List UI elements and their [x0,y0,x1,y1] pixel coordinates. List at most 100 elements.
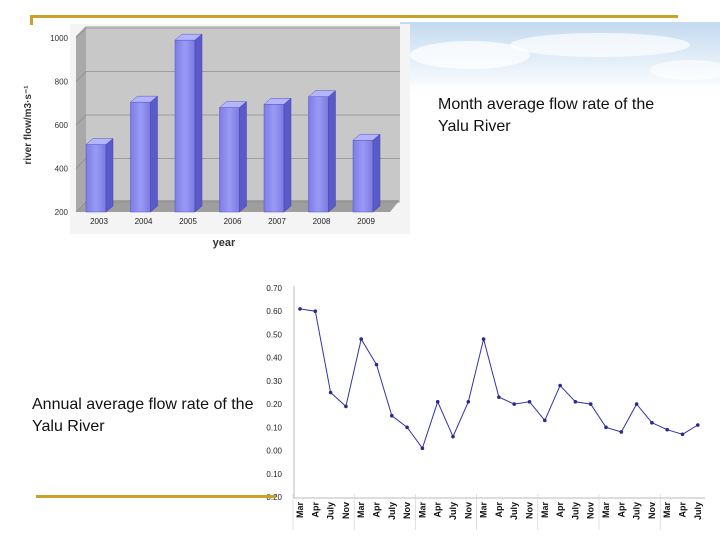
line-xtick-label: Apr [433,502,443,518]
line-point [604,425,608,430]
line-xtick-label: Mar [479,502,489,519]
bar-side [194,33,203,213]
line-xtick-label: July [387,502,397,520]
line-point [512,402,516,406]
caption-month-average: Month average flow rate of the Yalu Rive… [438,96,655,135]
line-xtick-label: Apr [678,502,688,518]
line-point [680,432,685,437]
line-xtick-label: Apr [494,502,504,518]
line-point [466,399,471,404]
bar-chart-sidewall [76,26,86,212]
bar-front [130,101,151,213]
bar-front [352,139,374,213]
line-point [558,383,562,388]
bar-side [372,133,381,213]
line-point [435,399,440,404]
line-point [298,307,302,311]
line-ytick-label: 0.10 [266,423,282,432]
line-point [481,337,486,341]
bar [218,101,248,213]
line-series [299,308,699,450]
line-xtick-label: Mar [540,502,550,519]
line-xtick-label: Mar [295,502,305,519]
line-point [527,399,532,404]
accent-line-bottom [36,495,276,498]
line-ytick-label: 0.10 [266,470,282,479]
line-xtick-label: July [693,502,703,520]
line-xtick-label: Nov [525,502,535,519]
bar-xtick-label: 2005 [179,217,197,226]
line-xtick-label: Nov [341,502,351,519]
bar-ytick-label: 800 [55,78,69,87]
bar [85,138,114,213]
line-xtick-label: Mar [417,502,427,519]
bar-gridline [75,114,400,126]
bar [352,133,381,213]
line-point [313,309,318,314]
bar-xtick-label: 2003 [90,217,108,226]
line-point [497,395,501,399]
line-point [359,337,364,341]
line-point [390,413,394,418]
bar-front [219,107,240,213]
bar-front [85,144,107,213]
line-ytick-label: 0.50 [266,330,282,339]
bar-side [150,95,158,213]
line-xtick-label: July [326,502,336,520]
bar-front [263,104,285,213]
bar [307,90,337,213]
bar-side [105,138,114,213]
bar-gridline [75,27,400,39]
bar-side [328,90,336,213]
line-xtick-label: July [570,502,580,520]
bar-xtick-label: 2009 [357,217,375,226]
bar-gridline [75,71,400,82]
line-point [588,402,593,406]
line-point [696,423,700,427]
line-ytick-label: 0.20 [266,400,282,409]
line-chart: 0.700.600.500.400.300.200.100.000.100.20… [266,284,705,530]
bar-ytick-label: 200 [55,208,69,217]
bar-side [239,101,247,213]
bar [263,97,292,213]
line-ytick-label: 0.70 [266,284,282,293]
line-xtick-label: Apr [310,502,320,518]
line-xtick-label: July [509,502,519,520]
line-xtick-label: Apr [616,502,626,518]
line-point [328,390,333,395]
line-xtick-label: Apr [372,502,382,518]
bar-chart-xlabel: year [213,237,236,249]
line-xtick-label: Nov [463,502,473,519]
line-point [619,430,624,434]
line-xtick-label: Nov [402,502,412,519]
bar [174,33,203,213]
line-point [573,399,578,404]
line-xtick-label: Nov [647,502,657,519]
line-point [665,427,669,432]
line-ytick-label: 0.00 [266,447,282,456]
bar-xtick-label: 2006 [224,217,242,226]
bar-front [174,39,196,213]
line-point [405,425,409,430]
bar-xtick-label: 2007 [268,217,286,226]
bar-xtick-label: 2004 [135,217,153,226]
bar-chart: 200 400 600 800 1000 2003 2004 2005 2006 2007 200… [23,24,410,249]
caption-annual-average: Annual average flow rate of the Yalu Riv… [32,396,254,435]
line-point [374,362,379,367]
bar-chart-ylabel: river flow/m3·s⁻¹ [23,85,34,165]
bar [129,95,159,213]
line-xtick-label: Mar [356,502,366,519]
line-point [650,420,654,425]
accent-line-tick [30,15,33,25]
accent-line-top [30,15,678,18]
sky-decoration [400,22,720,92]
line-ytick-label: 0.40 [266,354,282,363]
bar-ytick-label: 400 [55,165,69,174]
bar-front [308,96,329,213]
line-xtick-label: July [448,502,458,520]
line-xtick-label: Mar [601,502,611,519]
line-xtick-label: Mar [662,502,672,519]
line-ytick-label: 0.30 [266,377,282,386]
